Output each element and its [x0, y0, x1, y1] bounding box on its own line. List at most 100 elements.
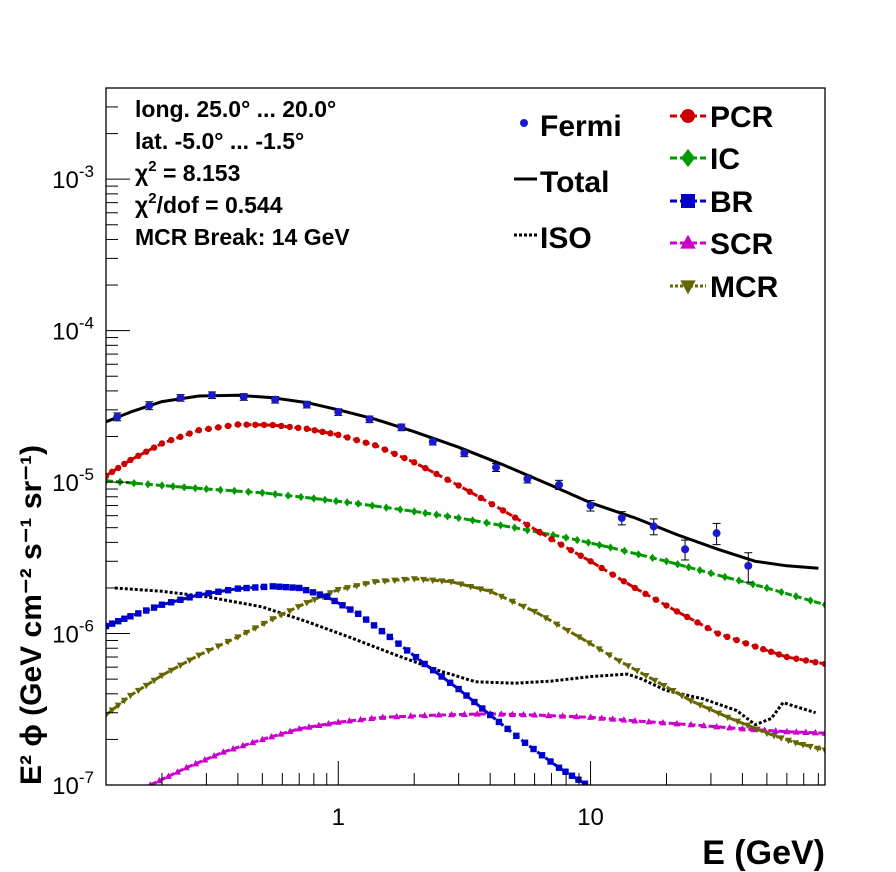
series-point-mcr	[243, 629, 251, 637]
series-point-br	[504, 725, 511, 733]
fermi-point	[176, 393, 185, 402]
series-point-br	[167, 599, 175, 606]
series-point-pcr	[511, 514, 519, 521]
fermi-point	[365, 415, 374, 424]
legend-label: SCR	[710, 228, 774, 261]
series-point-pcr	[652, 596, 660, 603]
series-point-mcr	[120, 697, 128, 705]
series-point-ic	[343, 498, 351, 507]
series-point-mcr	[158, 672, 166, 680]
series-point-mcr	[205, 648, 213, 655]
series-point-mcr	[642, 673, 650, 680]
series-point-scr	[587, 713, 595, 720]
series-point-ic	[807, 596, 814, 605]
series-point-br	[370, 622, 378, 629]
series-point-mcr	[277, 612, 285, 619]
series-point-scr	[345, 717, 353, 724]
legend-item-scr: SCR	[670, 228, 774, 261]
series-point-pcr	[215, 424, 222, 431]
legend-item-iso: ISO	[514, 222, 592, 255]
fermi-marker	[302, 400, 311, 409]
series-point-mcr	[687, 698, 695, 705]
series-point-ic	[792, 592, 800, 601]
series-point-mcr	[734, 718, 742, 726]
fermi-marker	[334, 408, 343, 417]
series-point-br	[158, 601, 166, 608]
series-point-scr	[519, 710, 527, 718]
series-point-ic	[663, 557, 670, 566]
series-point-br	[575, 776, 582, 783]
series-point-mcr	[371, 579, 379, 586]
legend-label: PCR	[710, 101, 774, 134]
legend-marker-ic	[681, 148, 695, 168]
series-point-scr	[148, 781, 153, 785]
series-point-pcr	[642, 590, 649, 598]
series-point-scr	[324, 719, 333, 727]
legend-label: Fermi	[540, 110, 622, 143]
series-point-pcr	[186, 430, 193, 437]
series-point-mcr	[467, 583, 475, 591]
series-point-scr	[645, 718, 653, 725]
series-point-ic	[203, 484, 210, 494]
series-point-ic	[621, 546, 628, 556]
fermi-point	[239, 392, 248, 401]
series-point-mcr	[508, 598, 516, 606]
series-point-mcr	[497, 593, 505, 601]
series-point-scr	[726, 723, 734, 731]
series-point-br	[234, 585, 242, 592]
series-point-mcr	[343, 585, 352, 592]
fermi-point	[334, 408, 343, 417]
series-layer	[106, 393, 825, 785]
series-point-scr	[545, 711, 553, 719]
series-point-pcr	[524, 521, 531, 528]
series-point-br	[386, 633, 393, 641]
series-point-pcr	[127, 456, 134, 464]
series-point-mcr	[410, 576, 418, 583]
series-point-scr	[659, 718, 667, 726]
series-point-br	[323, 593, 330, 600]
series-point-mcr	[234, 634, 242, 641]
series-point-scr	[460, 710, 468, 717]
series-point-pcr	[477, 494, 485, 502]
series-point-scr	[772, 727, 780, 734]
series-point-pcr	[609, 571, 616, 578]
series-point-scr	[379, 713, 387, 720]
series-point-mcr	[419, 576, 427, 584]
fermi-data-layer	[113, 391, 753, 583]
info-line: χ2/dof = 0.544	[135, 190, 283, 218]
series-pcr	[106, 421, 825, 668]
series-point-pcr	[793, 655, 800, 662]
fermi-marker	[176, 393, 185, 402]
series-point-scr	[219, 748, 227, 755]
series-point-mcr	[214, 643, 222, 650]
y-tick-label: 10-6	[52, 617, 94, 649]
series-point-br	[429, 667, 437, 674]
series-point-scr	[473, 710, 481, 717]
fermi-marker	[744, 561, 753, 570]
series-point-pcr	[150, 444, 158, 451]
fermi-point	[586, 499, 595, 512]
series-point-ic	[721, 572, 729, 582]
series-point-pcr	[121, 460, 128, 468]
fermi-marker	[492, 463, 501, 472]
series-point-pcr	[433, 470, 440, 478]
series-point-ic	[596, 540, 603, 550]
series-point-ic	[778, 587, 785, 597]
series-point-mcr	[294, 604, 302, 611]
series-point-br	[195, 591, 203, 599]
series-point-mcr	[814, 745, 822, 753]
legend-item-br: BR	[670, 186, 754, 219]
series-point-br	[495, 718, 503, 726]
series-point-ic	[321, 495, 329, 504]
series-point-ic	[383, 503, 390, 512]
series-point-mcr	[806, 743, 814, 751]
fermi-point	[145, 401, 154, 411]
series-point-mcr	[176, 662, 184, 670]
series-point-pcr	[694, 619, 701, 626]
series-point-scr	[192, 759, 200, 767]
fermi-marker	[681, 545, 690, 554]
legend-marker-br	[681, 194, 695, 208]
series-point-scr	[239, 741, 247, 749]
series-point-scr	[792, 728, 800, 735]
series-point-pcr	[587, 558, 594, 565]
